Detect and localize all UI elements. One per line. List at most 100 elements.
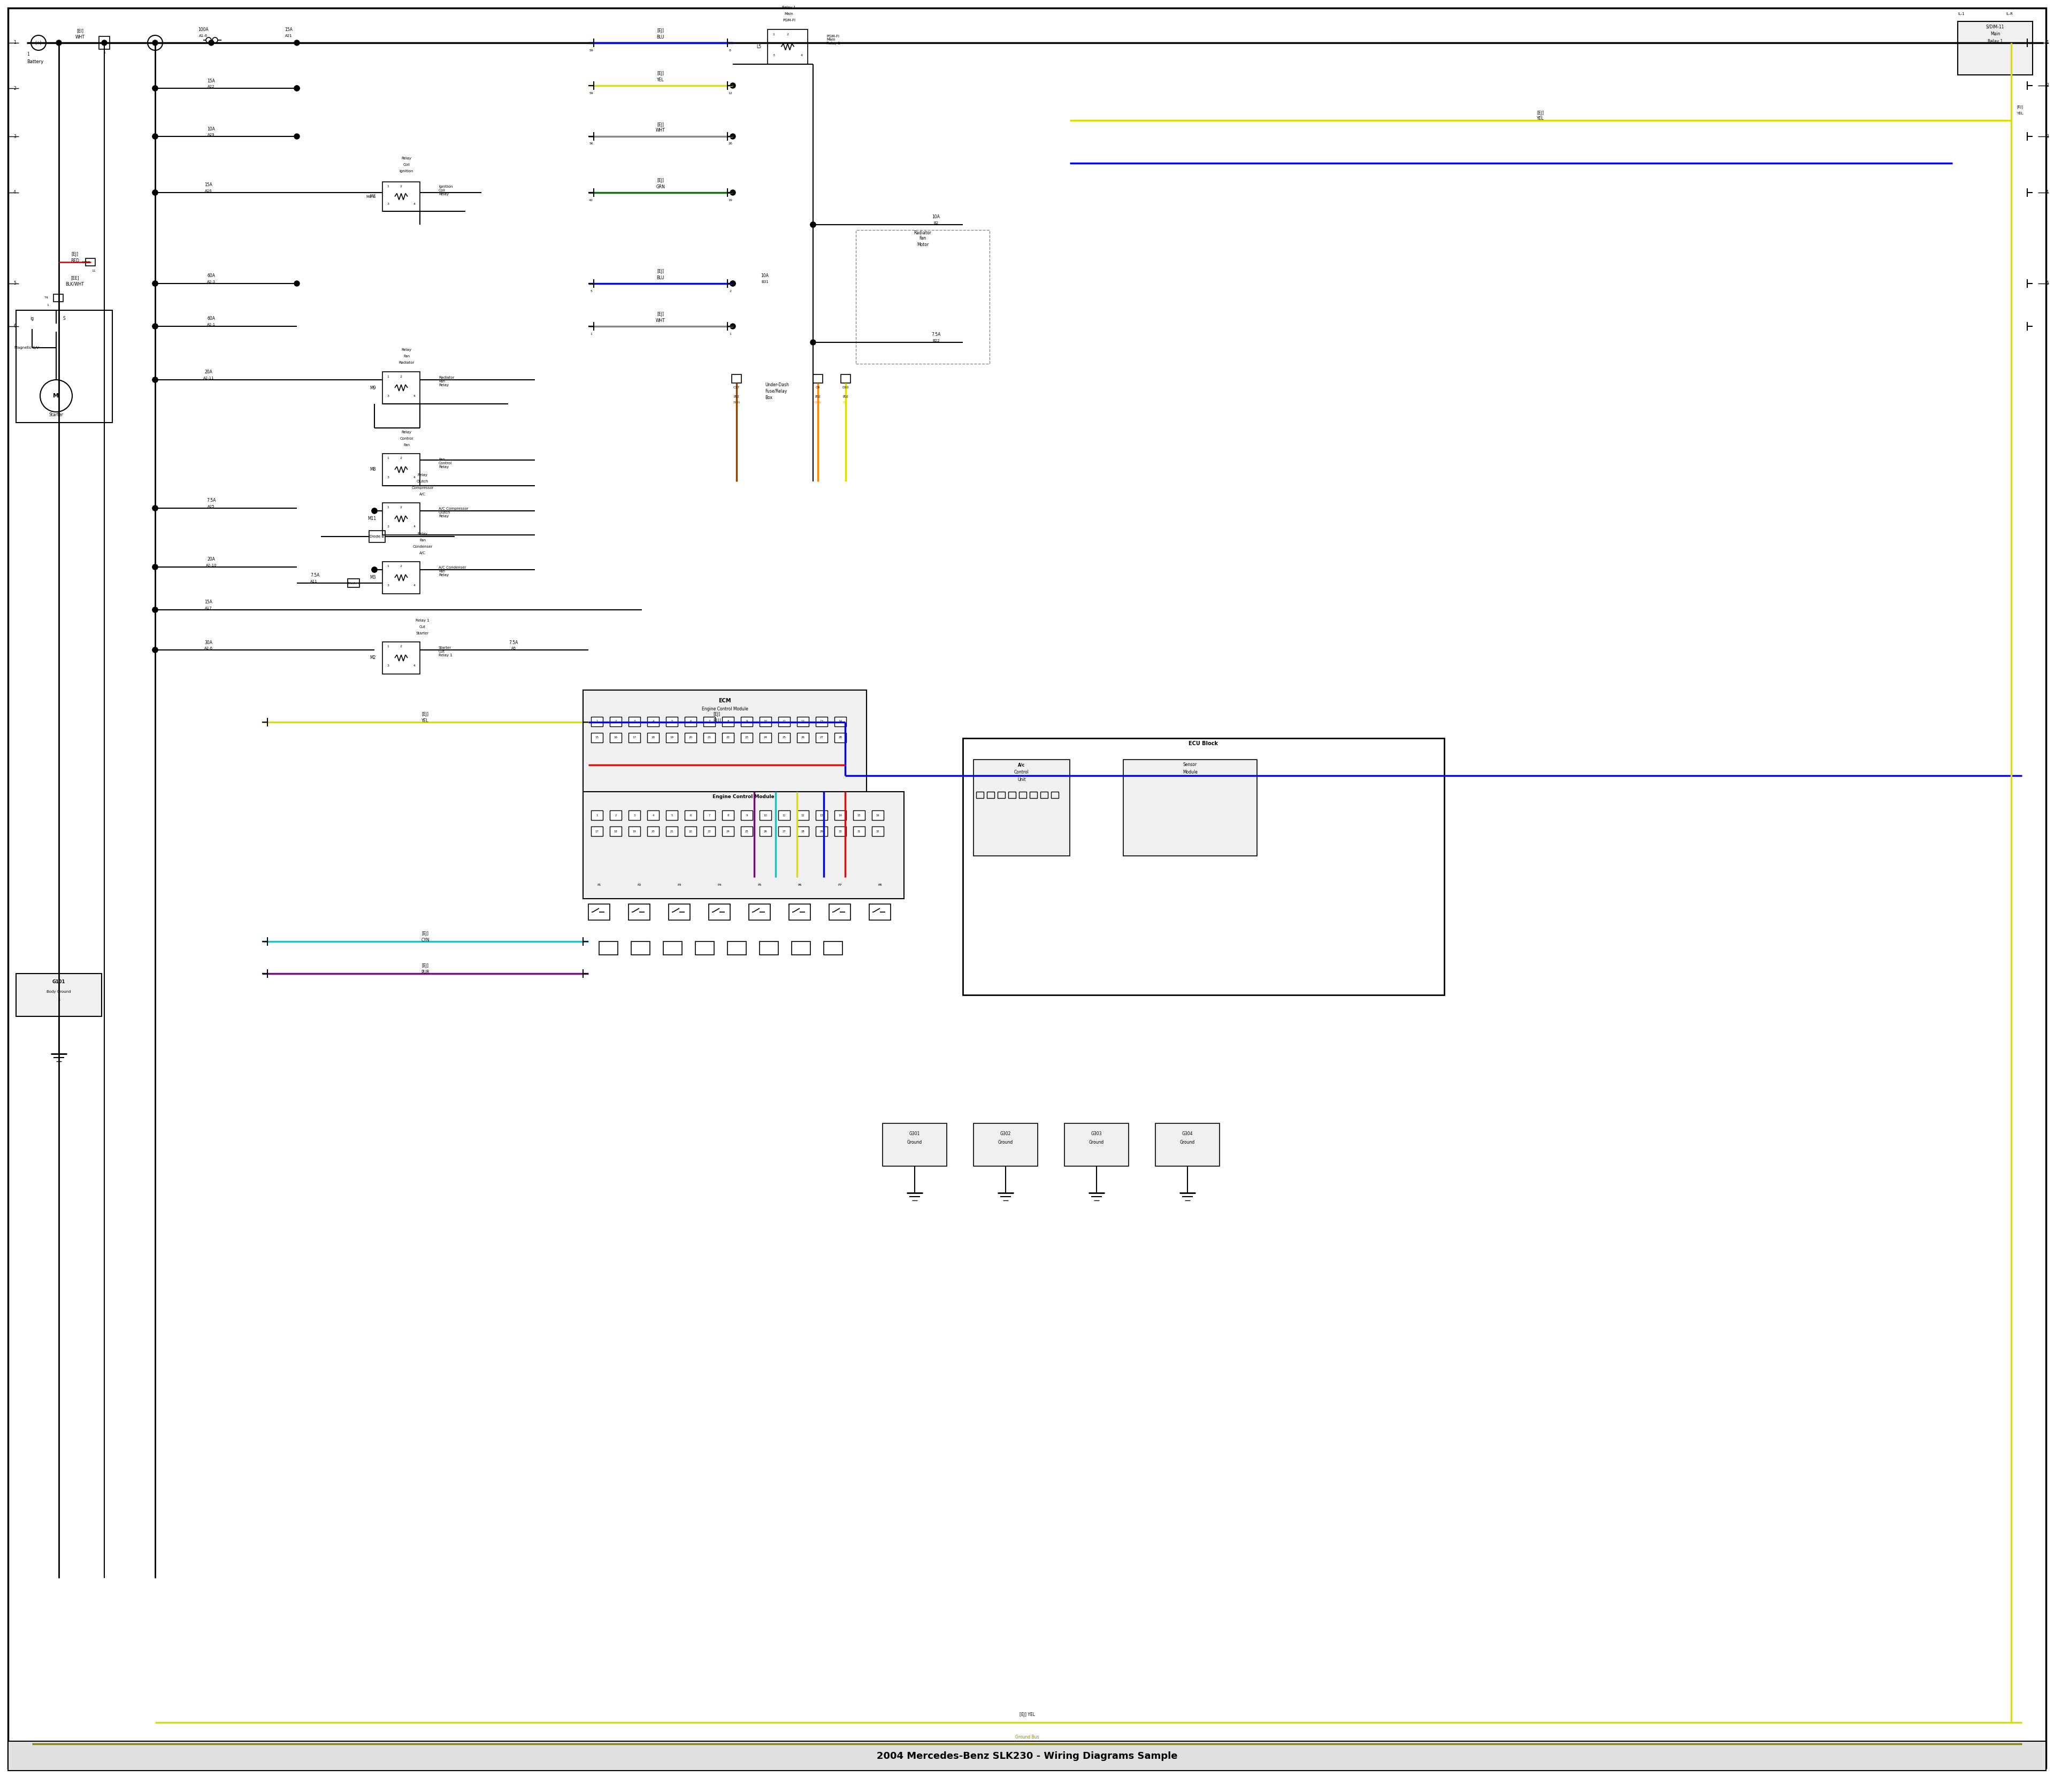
Text: Relay: Relay — [401, 430, 411, 434]
Bar — [815, 717, 828, 726]
Text: 1: 1 — [386, 185, 388, 188]
Bar — [702, 717, 715, 726]
Bar — [834, 826, 846, 837]
Circle shape — [729, 82, 735, 88]
Text: C9: C9 — [815, 387, 820, 389]
Bar — [974, 760, 1070, 857]
Text: ⊕: ⊕ — [152, 39, 158, 45]
Text: A17: A17 — [205, 607, 212, 609]
Bar — [741, 826, 752, 837]
Text: BLK/WHT: BLK/WHT — [66, 281, 84, 287]
Bar — [815, 733, 828, 742]
Text: M: M — [53, 392, 60, 398]
Bar — [696, 941, 715, 955]
Circle shape — [152, 190, 158, 195]
Bar — [665, 826, 678, 837]
Text: PGM-FI: PGM-FI — [783, 18, 795, 22]
Bar — [840, 375, 850, 383]
Text: 23: 23 — [707, 830, 711, 833]
Text: 25: 25 — [746, 830, 748, 833]
Text: 31: 31 — [857, 830, 861, 833]
Text: 2004 Mercedes-Benz SLK230 - Wiring Diagrams Sample: 2004 Mercedes-Benz SLK230 - Wiring Diagr… — [877, 1751, 1177, 1762]
Text: Main: Main — [785, 13, 793, 16]
Bar — [1052, 792, 1058, 797]
Circle shape — [372, 509, 378, 514]
Text: [EE]: [EE] — [70, 276, 78, 281]
Bar — [684, 717, 696, 726]
Text: BLU: BLU — [713, 719, 721, 722]
Circle shape — [152, 134, 158, 140]
Bar — [665, 733, 678, 742]
Text: Relay: Relay — [401, 348, 411, 351]
Bar — [382, 181, 419, 211]
Text: Condenser: Condenser — [413, 545, 433, 548]
Bar — [986, 792, 994, 797]
Text: 3: 3 — [772, 54, 774, 57]
Bar — [610, 826, 622, 837]
Text: M3: M3 — [370, 575, 376, 581]
Text: [EJ] YEL: [EJ] YEL — [1019, 1713, 1035, 1717]
Circle shape — [152, 564, 158, 570]
Text: 4: 4 — [413, 202, 415, 206]
Bar — [834, 733, 846, 742]
Circle shape — [152, 505, 158, 511]
Text: Compressor: Compressor — [411, 486, 433, 489]
Text: A2-6: A2-6 — [203, 647, 214, 650]
Text: 26: 26 — [727, 143, 731, 145]
Bar — [869, 903, 891, 919]
Text: PUR: PUR — [421, 969, 429, 975]
Text: 1: 1 — [14, 41, 16, 45]
Text: [EJ]: [EJ] — [657, 29, 663, 34]
Bar — [815, 826, 828, 837]
Circle shape — [152, 647, 158, 652]
Text: L5: L5 — [756, 45, 762, 48]
Circle shape — [294, 134, 300, 140]
Bar — [778, 826, 791, 837]
Bar — [647, 810, 659, 821]
Bar — [760, 826, 772, 837]
Bar — [797, 733, 809, 742]
Bar — [610, 810, 622, 821]
Bar — [857, 229, 990, 364]
Bar — [871, 810, 883, 821]
Text: IL-R: IL-R — [2007, 13, 2013, 16]
Text: Motor: Motor — [916, 242, 928, 247]
Text: 21: 21 — [707, 737, 711, 738]
Bar — [727, 941, 746, 955]
Text: Main: Main — [1990, 32, 2001, 36]
Text: [EJ]: [EJ] — [421, 932, 429, 937]
Text: 22: 22 — [727, 737, 729, 738]
Text: T4: T4 — [45, 297, 49, 299]
Bar — [1957, 22, 2033, 75]
Bar — [382, 371, 419, 403]
Text: 12: 12 — [801, 814, 805, 817]
Bar — [600, 941, 618, 955]
Circle shape — [152, 134, 158, 140]
Bar — [709, 878, 729, 894]
Bar — [834, 810, 846, 821]
Text: 3: 3 — [2046, 134, 2048, 138]
Text: P6: P6 — [797, 883, 801, 887]
Text: Sensor: Sensor — [1183, 763, 1197, 767]
Text: 1: 1 — [772, 34, 774, 36]
Text: 10A: 10A — [933, 215, 941, 220]
Bar — [834, 717, 846, 726]
Text: ORN: ORN — [813, 401, 822, 403]
Circle shape — [152, 86, 158, 91]
Text: [EJ]: [EJ] — [713, 711, 721, 717]
Text: 7.5A: 7.5A — [509, 640, 518, 645]
Text: 24: 24 — [764, 737, 768, 738]
Bar — [663, 941, 682, 955]
Bar — [741, 733, 752, 742]
Bar — [592, 810, 602, 821]
Circle shape — [152, 647, 158, 652]
Text: 2: 2 — [401, 375, 403, 378]
Text: 23: 23 — [746, 737, 748, 738]
Text: 15A: 15A — [205, 183, 212, 188]
Text: 30: 30 — [838, 830, 842, 833]
Bar — [723, 717, 733, 726]
Text: 7.5A: 7.5A — [310, 573, 320, 579]
Text: B22: B22 — [933, 339, 939, 342]
Circle shape — [152, 324, 158, 330]
Bar — [760, 810, 772, 821]
